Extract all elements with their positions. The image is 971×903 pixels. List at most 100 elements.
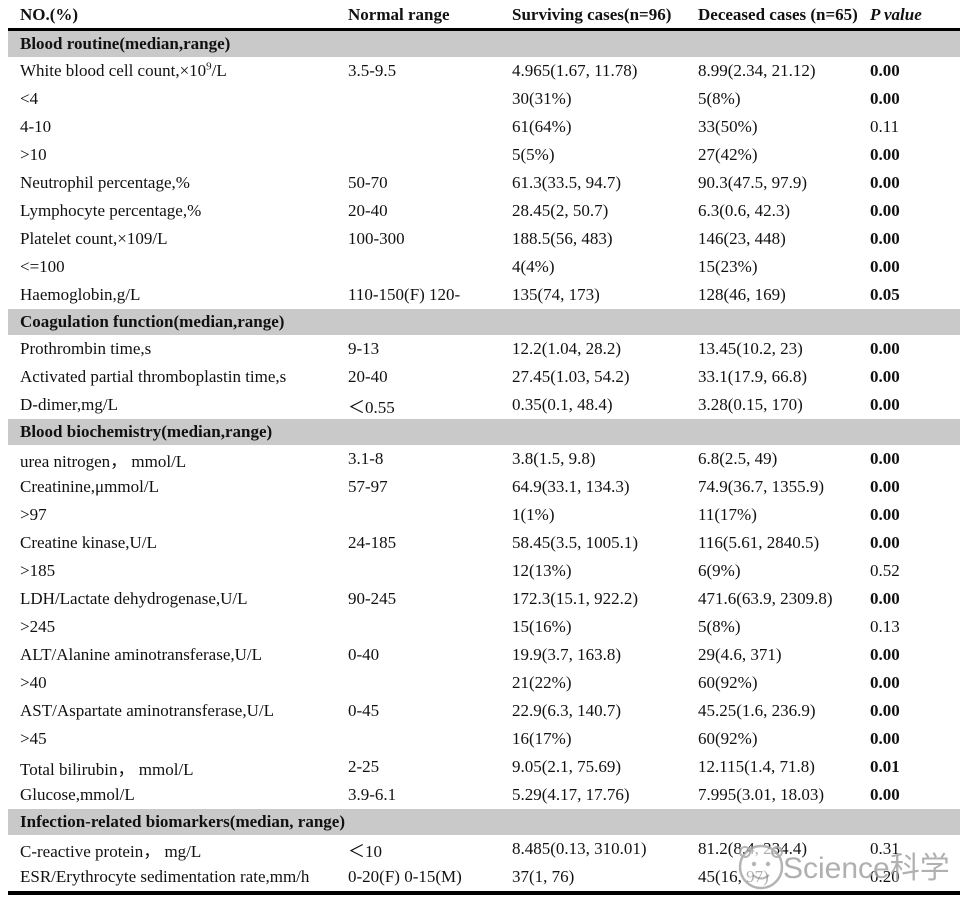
cell-parameter: Neutrophil percentage,% <box>20 173 190 192</box>
cell-parameter: Total bilirubin， mmol/L <box>20 759 194 779</box>
cell-deceased-value: 60(92%) <box>698 729 758 748</box>
cell-parameter: >245 <box>20 617 56 636</box>
cell-surviving-value: 58.45(3.5, 1005.1) <box>512 533 639 552</box>
cell-surviving-value: 30(31%) <box>512 89 572 108</box>
cell-deceased-value: 6.3(0.6, 42.3) <box>698 201 791 220</box>
cell-deceased-value: 33(50%) <box>698 117 758 136</box>
cell-surviving-value: 135(74, 173) <box>512 285 600 304</box>
table-row: D-dimer,mg/L ＜0.55 0.35(0.1, 48.4) 3.28(0.1… <box>8 391 960 419</box>
cell-surviving-value: 3.8(1.5, 9.8) <box>512 449 596 468</box>
column-header-surviving-cases: Surviving cases(n=96) <box>512 5 672 24</box>
column-header-normal-range: Normal range <box>348 5 450 24</box>
cell-deceased-value: 81.2(8.4, 234.4) <box>698 839 808 858</box>
cell-parameter: <=100 <box>20 257 65 276</box>
cell-p-value: 0.52 <box>870 561 900 580</box>
column-header-no-percent: NO.(%) <box>20 5 79 24</box>
cell-surviving-value: 172.3(15.1, 922.2) <box>512 589 639 608</box>
cell-surviving-value: 61.3(33.5, 94.7) <box>512 173 622 192</box>
table-row: Prothrombin time,s 9-13 12.2(1.04, 28.2) 13… <box>8 335 960 363</box>
cell-normal-range: 100-300 <box>348 229 405 248</box>
cell-surviving-value: 0.35(0.1, 48.4) <box>512 395 613 414</box>
cell-p-value: 0.00 <box>870 89 900 108</box>
cell-p-value: 0.00 <box>870 229 900 248</box>
cell-parameter: >97 <box>20 505 47 524</box>
table-row: <=100 4(4%) 15(23%) 0.00 <box>8 253 960 281</box>
cell-deceased-value: 128(46, 169) <box>698 285 786 304</box>
cell-parameter: Creatine kinase,U/L <box>20 533 157 552</box>
cell-normal-range: 0-40 <box>348 645 380 664</box>
cell-p-value: 0.00 <box>870 533 900 552</box>
section-header-row: Blood biochemistry(median,range) <box>8 419 960 445</box>
table-row: Total bilirubin， mmol/L 2-25 9.05(2.1, 75.… <box>8 753 960 781</box>
cell-parameter: Lymphocyte percentage,% <box>20 201 202 220</box>
cell-parameter: ALT/Alanine aminotransferase,U/L <box>20 645 263 664</box>
cell-surviving-value: 5(5%) <box>512 145 555 164</box>
cell-p-value: 0.00 <box>870 785 900 804</box>
cell-normal-range: 9-13 <box>348 339 380 358</box>
cell-deceased-value: 8.99(2.34, 21.12) <box>698 61 816 80</box>
cell-p-value: 0.13 <box>870 617 900 636</box>
cell-p-value: 0.00 <box>870 367 900 386</box>
cell-normal-range: 24-185 <box>348 533 397 552</box>
table-row: >185 12(13%) 6(9%) 0.52 <box>8 557 960 585</box>
table-row: LDH/Lactate dehydrogenase,U/L 90-245 172.3… <box>8 585 960 613</box>
cell-normal-range: 2-25 <box>348 757 380 776</box>
section-title: Coagulation function(median,range) <box>20 312 285 331</box>
cell-p-value: 0.01 <box>870 757 900 776</box>
cell-parameter: <4 <box>20 89 39 108</box>
cell-deceased-value: 29(4.6, 371) <box>698 645 782 664</box>
column-header-deceased-cases: Deceased cases (n=65) <box>698 5 858 24</box>
cell-deceased-value: 5(8%) <box>698 89 741 108</box>
cell-p-value: 0.00 <box>870 673 900 692</box>
cell-parameter: 4-10 <box>20 117 52 136</box>
table-row: AST/Aspartate aminotransferase,U/L 0-45 22… <box>8 697 960 725</box>
cell-normal-range: 0-45 <box>348 701 380 720</box>
cell-normal-range: 57-97 <box>348 477 388 496</box>
cell-surviving-value: 27.45(1.03, 54.2) <box>512 367 630 386</box>
cell-parameter: AST/Aspartate aminotransferase,U/L <box>20 701 274 720</box>
cell-deceased-value: 33.1(17.9, 66.8) <box>698 367 808 386</box>
cell-normal-range: ＜10 <box>348 841 382 861</box>
table-row: Creatinine,μmmol/L 57-97 64.9(33.1, 134.3)… <box>8 473 960 501</box>
cell-p-value: 0.31 <box>870 839 900 858</box>
cell-deceased-value: 116(5.61, 2840.5) <box>698 533 820 552</box>
cell-deceased-value: 90.3(47.5, 97.9) <box>698 173 808 192</box>
cell-deceased-value: 45.25(1.6, 236.9) <box>698 701 816 720</box>
table-body: Blood routine(median,range) White blood c… <box>8 31 960 891</box>
paper-table: NO.(%) Normal range Surviving cases(n=96… <box>8 2 960 895</box>
cell-normal-range: 3.1-8 <box>348 449 384 468</box>
cell-p-value: 0.11 <box>870 117 900 136</box>
cell-parameter: urea nitrogen， mmol/L <box>20 451 187 471</box>
cell-parameter: LDH/Lactate dehydrogenase,U/L <box>20 589 248 608</box>
table-row: >97 1(1%) 11(17%) 0.00 <box>8 501 960 529</box>
cell-surviving-value: 28.45(2, 50.7) <box>512 201 609 220</box>
cell-p-value: 0.00 <box>870 339 900 358</box>
section-title: Blood biochemistry(median,range) <box>20 422 273 441</box>
table-row: urea nitrogen， mmol/L 3.1-8 3.8(1.5, 9.8) 6… <box>8 445 960 473</box>
cell-p-value: 0.00 <box>870 589 900 608</box>
table-row: >245 15(16%) 5(8%) 0.13 <box>8 613 960 641</box>
cell-normal-range: 110-150(F) 120- <box>348 285 461 304</box>
cell-normal-range: 20-40 <box>348 201 388 220</box>
cell-parameter: Glucose,mmol/L <box>20 785 135 804</box>
cell-surviving-value: 9.05(2.1, 75.69) <box>512 757 622 776</box>
cell-deceased-value: 146(23, 448) <box>698 229 786 248</box>
table-row: >10 5(5%) 27(42%) 0.00 <box>8 141 960 169</box>
cell-deceased-value: 5(8%) <box>698 617 741 636</box>
table-row: Lymphocyte percentage,% 20-40 28.45(2, 50.… <box>8 197 960 225</box>
cell-parameter: >40 <box>20 673 47 692</box>
cell-deceased-value: 60(92%) <box>698 673 758 692</box>
cell-deceased-value: 45(16, 97) <box>698 867 769 886</box>
section-header-row: Infection-related biomarkers(median, ran… <box>8 809 960 835</box>
table-row: 4-10 61(64%) 33(50%) 0.11 <box>8 113 960 141</box>
cell-p-value: 0.00 <box>870 61 900 80</box>
cell-p-value: 0.00 <box>870 173 900 192</box>
cell-parameter: >185 <box>20 561 56 580</box>
cell-p-value: 0.00 <box>870 449 900 468</box>
table-row: ALT/Alanine aminotransferase,U/L 0-40 19.9… <box>8 641 960 669</box>
cell-deceased-value: 27(42%) <box>698 145 758 164</box>
cell-surviving-value: 15(16%) <box>512 617 572 636</box>
cell-deceased-value: 6(9%) <box>698 561 741 580</box>
cell-p-value: 0.00 <box>870 395 900 414</box>
